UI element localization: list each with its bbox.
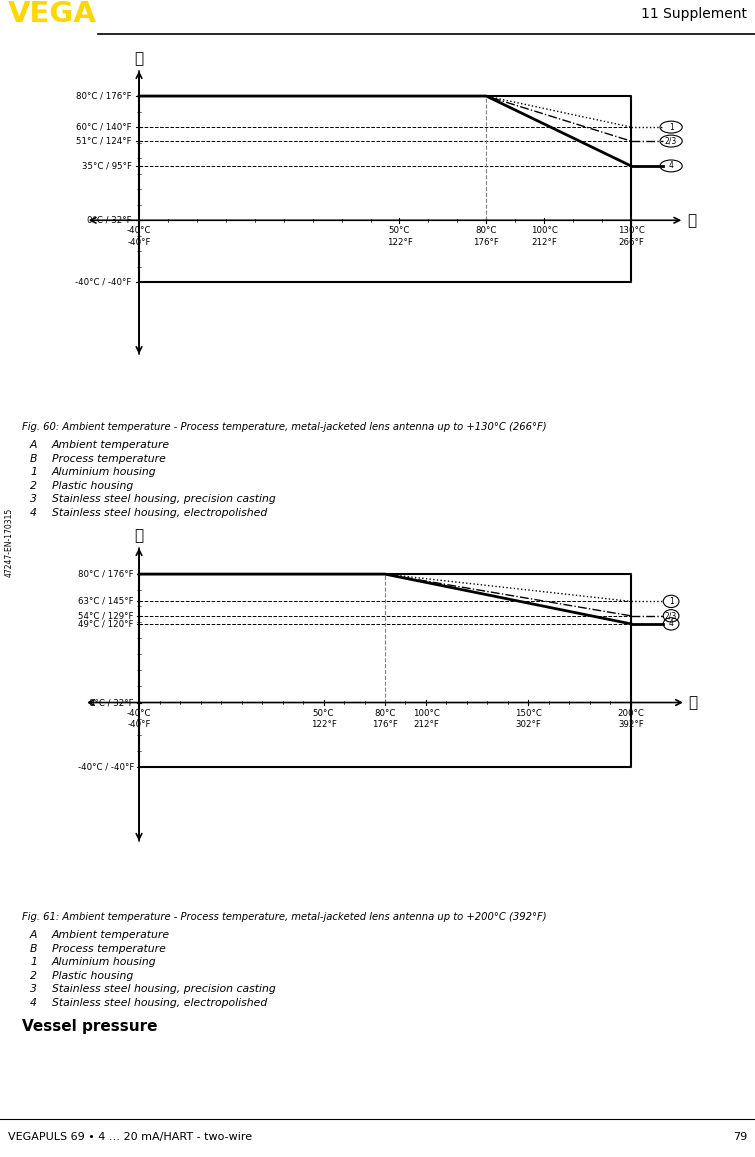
Text: Process temperature: Process temperature	[52, 943, 166, 953]
Text: Ambient temperature: Ambient temperature	[52, 930, 170, 939]
Text: Fig. 61: Ambient temperature - Process temperature, metal-jacketed lens antenna : Fig. 61: Ambient temperature - Process t…	[22, 913, 547, 922]
Text: 50°C
122°F: 50°C 122°F	[310, 709, 337, 729]
Text: Ambient temperature: Ambient temperature	[52, 440, 170, 450]
Text: 100°C
212°F: 100°C 212°F	[531, 227, 558, 246]
Text: Plastic housing: Plastic housing	[52, 481, 133, 491]
Text: B: B	[30, 454, 38, 464]
Text: Process temperature: Process temperature	[52, 454, 166, 464]
Text: 150°C
302°F: 150°C 302°F	[515, 709, 542, 729]
Text: Aluminium housing: Aluminium housing	[52, 467, 156, 477]
Text: Stainless steel housing, electropolished: Stainless steel housing, electropolished	[52, 508, 267, 518]
Text: 50°C
122°F: 50°C 122°F	[387, 227, 412, 246]
Text: -40°C
-40°F: -40°C -40°F	[127, 227, 151, 246]
Text: 80°C / 176°F: 80°C / 176°F	[76, 91, 132, 101]
Text: 60°C / 140°F: 60°C / 140°F	[76, 123, 132, 132]
Text: 35°C / 95°F: 35°C / 95°F	[82, 162, 132, 170]
Text: 1: 1	[669, 597, 673, 606]
Text: 100°C
212°F: 100°C 212°F	[412, 709, 439, 729]
Text: Ⓐ: Ⓐ	[134, 529, 143, 544]
Text: 54°C / 129°F: 54°C / 129°F	[79, 611, 134, 620]
Text: 11 Supplement: 11 Supplement	[641, 7, 747, 21]
Text: A: A	[30, 440, 38, 450]
Text: Aluminium housing: Aluminium housing	[52, 957, 156, 967]
Text: 1: 1	[30, 467, 37, 477]
Text: 1: 1	[669, 123, 673, 132]
Text: 4: 4	[669, 619, 673, 628]
Text: Plastic housing: Plastic housing	[52, 971, 133, 981]
Text: Ⓑ: Ⓑ	[687, 213, 696, 228]
Text: -40°C / -40°F: -40°C / -40°F	[76, 278, 132, 287]
Text: 80°C
176°F: 80°C 176°F	[473, 227, 499, 246]
Text: VEGAPULS 69 • 4 … 20 mA/HART - two-wire: VEGAPULS 69 • 4 … 20 mA/HART - two-wire	[8, 1132, 252, 1142]
Text: 0°C / 32°F: 0°C / 32°F	[89, 698, 134, 707]
Text: Ⓑ: Ⓑ	[688, 695, 697, 710]
Text: 130°C
266°F: 130°C 266°F	[618, 227, 645, 246]
Text: 0°C / 32°F: 0°C / 32°F	[87, 215, 132, 224]
Text: 80°C / 176°F: 80°C / 176°F	[79, 569, 134, 578]
Text: 49°C / 120°F: 49°C / 120°F	[79, 619, 134, 628]
Text: 2: 2	[30, 971, 37, 981]
Text: 2/3: 2/3	[665, 611, 677, 620]
Text: 51°C / 124°F: 51°C / 124°F	[76, 137, 132, 146]
Text: B: B	[30, 943, 38, 953]
Text: 63°C / 145°F: 63°C / 145°F	[79, 597, 134, 606]
Text: 47247-EN-170315: 47247-EN-170315	[5, 508, 14, 576]
Text: 4: 4	[30, 508, 37, 518]
Text: 79: 79	[733, 1132, 747, 1142]
Text: 4: 4	[30, 998, 37, 1008]
Text: VEGA: VEGA	[8, 0, 97, 28]
Text: -40°C / -40°F: -40°C / -40°F	[78, 762, 134, 772]
Text: Fig. 60: Ambient temperature - Process temperature, metal-jacketed lens antenna : Fig. 60: Ambient temperature - Process t…	[22, 422, 547, 433]
Text: -40°C
-40°F: -40°C -40°F	[127, 709, 151, 729]
Text: 4: 4	[669, 162, 673, 170]
Text: Vessel pressure: Vessel pressure	[22, 1019, 158, 1034]
Text: 80°C
176°F: 80°C 176°F	[372, 709, 398, 729]
Text: A: A	[30, 930, 38, 939]
Text: 3: 3	[30, 985, 37, 995]
Text: 200°C
392°F: 200°C 392°F	[618, 709, 645, 729]
Text: Stainless steel housing, precision casting: Stainless steel housing, precision casti…	[52, 985, 276, 995]
Text: 2/3: 2/3	[665, 137, 677, 146]
Text: Stainless steel housing, precision casting: Stainless steel housing, precision casti…	[52, 494, 276, 504]
Text: 2: 2	[30, 481, 37, 491]
Text: Stainless steel housing, electropolished: Stainless steel housing, electropolished	[52, 998, 267, 1008]
Text: Ⓐ: Ⓐ	[134, 52, 143, 67]
Text: 1: 1	[30, 957, 37, 967]
Text: 3: 3	[30, 494, 37, 504]
